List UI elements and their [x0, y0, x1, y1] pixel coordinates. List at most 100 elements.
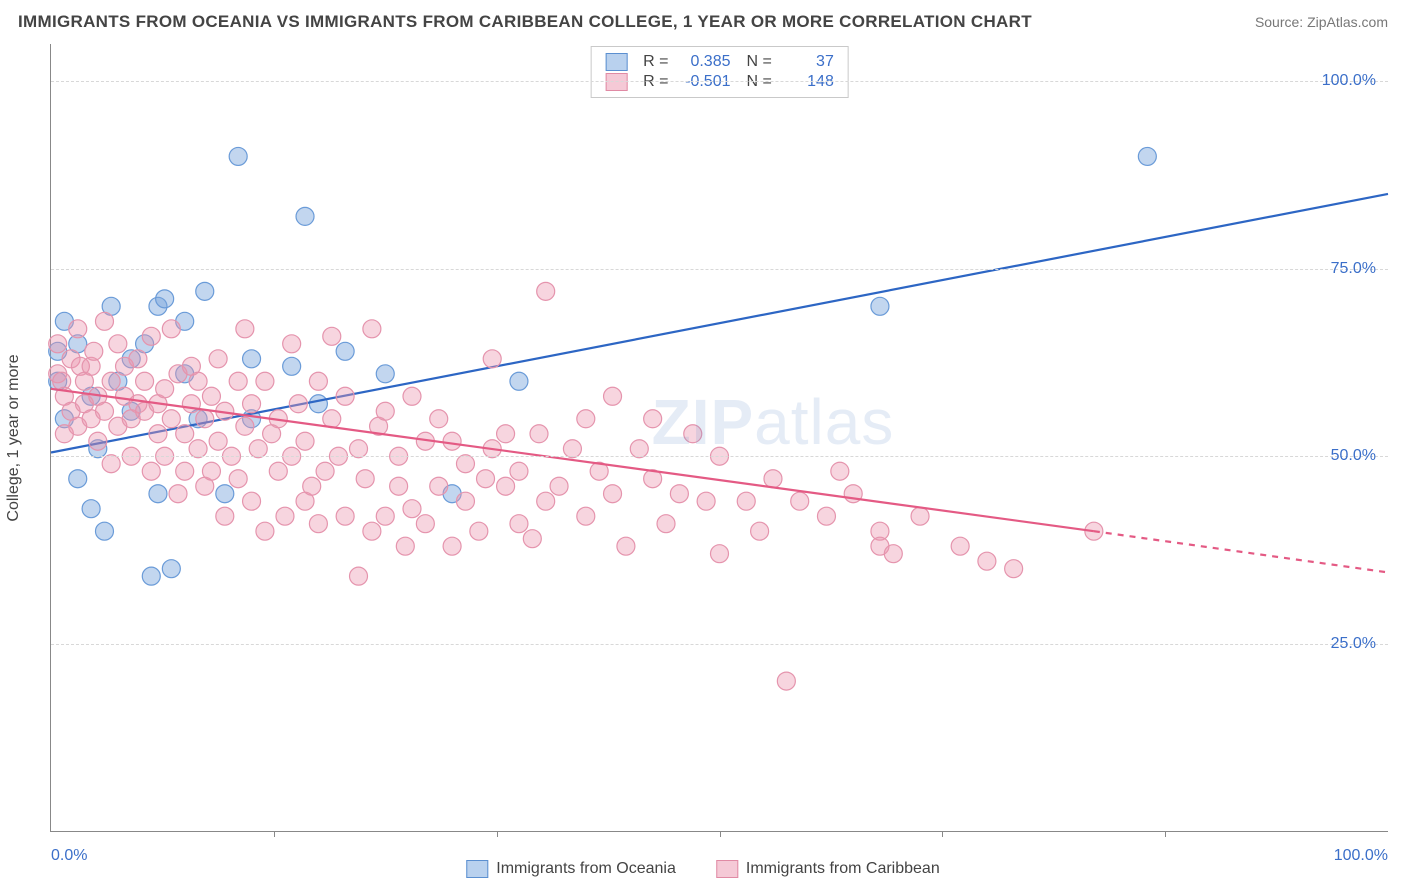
grid-line — [51, 269, 1388, 270]
scatter-point — [871, 297, 889, 315]
scatter-point — [189, 440, 207, 458]
scatter-point — [176, 425, 194, 443]
scatter-point — [69, 320, 87, 338]
scatter-plot-svg — [51, 44, 1388, 831]
scatter-point — [296, 207, 314, 225]
scatter-point — [356, 470, 374, 488]
scatter-point — [89, 432, 107, 450]
scatter-point — [403, 500, 421, 518]
scatter-point — [236, 417, 254, 435]
scatter-point — [316, 462, 334, 480]
legend-item: Immigrants from Oceania — [466, 860, 676, 878]
chart-title: IMMIGRANTS FROM OCEANIA VS IMMIGRANTS FR… — [18, 12, 1032, 32]
scatter-point — [82, 500, 100, 518]
scatter-point — [216, 485, 234, 503]
stat-r-value: 0.385 — [679, 53, 731, 71]
scatter-point — [243, 492, 261, 510]
scatter-point — [209, 350, 227, 368]
scatter-point — [537, 492, 555, 510]
scatter-point — [283, 357, 301, 375]
scatter-point — [95, 312, 113, 330]
scatter-point — [176, 462, 194, 480]
legend-item: Immigrants from Caribbean — [716, 860, 940, 878]
scatter-point — [1005, 560, 1023, 578]
scatter-point — [737, 492, 755, 510]
scatter-point — [243, 395, 261, 413]
scatter-point — [202, 387, 220, 405]
x-tick-mark — [497, 831, 498, 837]
scatter-point — [617, 537, 635, 555]
scatter-point — [209, 432, 227, 450]
scatter-point — [497, 477, 515, 495]
y-tick-label: 25.0% — [1331, 635, 1376, 653]
scatter-point — [477, 470, 495, 488]
scatter-point — [550, 477, 568, 495]
scatter-point — [951, 537, 969, 555]
scatter-point — [269, 462, 287, 480]
scatter-point — [350, 440, 368, 458]
scatter-point — [129, 350, 147, 368]
legend-swatch — [716, 860, 738, 878]
chart-area: ZIPatlas R =0.385N =37R =-0.501N =148 25… — [50, 44, 1388, 832]
scatter-point — [136, 372, 154, 390]
scatter-point — [149, 425, 167, 443]
scatter-point — [363, 320, 381, 338]
scatter-point — [831, 462, 849, 480]
scatter-point — [156, 380, 174, 398]
scatter-point — [109, 335, 127, 353]
legend-swatch — [605, 53, 627, 71]
scatter-point — [456, 455, 474, 473]
scatter-point — [456, 492, 474, 510]
scatter-point — [443, 432, 461, 450]
scatter-point — [142, 567, 160, 585]
legend-label: Immigrants from Caribbean — [746, 860, 940, 878]
scatter-point — [430, 477, 448, 495]
stat-r-label: R = — [643, 53, 668, 71]
y-axis-title: College, 1 year or more — [5, 354, 23, 521]
scatter-point — [537, 282, 555, 300]
scatter-point — [162, 410, 180, 428]
scatter-point — [604, 485, 622, 503]
scatter-point — [309, 372, 327, 390]
scatter-point — [470, 522, 488, 540]
scatter-point — [336, 507, 354, 525]
stat-n-label: N = — [747, 53, 772, 71]
x-tick-mark — [942, 831, 943, 837]
scatter-point — [657, 515, 675, 533]
scatter-point — [390, 477, 408, 495]
scatter-point — [49, 335, 67, 353]
scatter-point — [156, 290, 174, 308]
scatter-point — [530, 425, 548, 443]
x-label-min: 0.0% — [51, 847, 87, 865]
scatter-point — [376, 402, 394, 420]
scatter-point — [336, 387, 354, 405]
scatter-point — [376, 507, 394, 525]
scatter-point — [162, 320, 180, 338]
scatter-point — [497, 425, 515, 443]
scatter-point — [162, 560, 180, 578]
scatter-point — [604, 387, 622, 405]
scatter-point — [236, 320, 254, 338]
scatter-point — [483, 350, 501, 368]
scatter-point — [510, 515, 528, 533]
scatter-point — [95, 522, 113, 540]
scatter-point — [323, 410, 341, 428]
scatter-point — [202, 462, 220, 480]
scatter-point — [243, 350, 261, 368]
legend-label: Immigrants from Oceania — [496, 860, 676, 878]
scatter-point — [711, 545, 729, 563]
scatter-point — [1138, 147, 1156, 165]
scatter-point — [764, 470, 782, 488]
x-label-max: 100.0% — [1334, 847, 1388, 865]
scatter-point — [670, 485, 688, 503]
scatter-point — [563, 440, 581, 458]
scatter-point — [697, 492, 715, 510]
scatter-point — [189, 372, 207, 390]
legend-swatch — [466, 860, 488, 878]
scatter-point — [149, 485, 167, 503]
scatter-point — [978, 552, 996, 570]
scatter-point — [309, 395, 327, 413]
scatter-point — [644, 410, 662, 428]
scatter-point — [296, 432, 314, 450]
scatter-point — [523, 530, 541, 548]
